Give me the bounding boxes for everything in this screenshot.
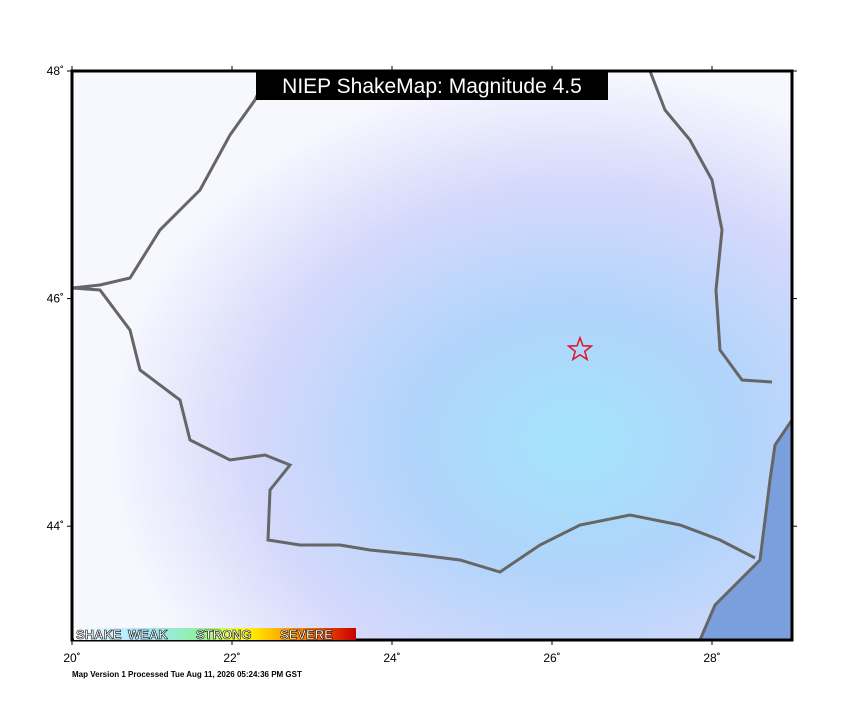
y-tick-label: 44˚ <box>47 519 64 533</box>
axes: 20˚ 22˚ 24˚ 26˚ 28˚ 44˚ 46˚ 48˚ <box>47 64 797 665</box>
y-tick-label: 46˚ <box>47 292 64 306</box>
x-tick-label: 28˚ <box>703 651 720 665</box>
map-title: NIEP ShakeMap: Magnitude 4.5 <box>282 75 582 98</box>
epicenter <box>566 335 594 362</box>
legend-label: SEVERE <box>280 627 333 642</box>
footer: Map Version 1 Processed Tue Aug 11, 2026… <box>72 670 302 679</box>
intensity-scale <box>74 628 356 640</box>
y-tick-label: 48˚ <box>47 64 64 78</box>
map-area <box>72 71 792 640</box>
borders <box>72 71 792 640</box>
x-tick-label: 26˚ <box>543 651 560 665</box>
legend: SHAKE WEAK STRONG SEVERE <box>76 627 334 643</box>
x-tick-label: 20˚ <box>63 651 80 665</box>
legend-label: STRONG <box>196 627 252 642</box>
legend-label: WEAK <box>128 627 168 642</box>
map-frame <box>70 69 794 642</box>
x-tick-label: 24˚ <box>383 651 400 665</box>
legend-label: SHAKE <box>76 627 122 642</box>
title-box <box>256 72 608 100</box>
sea <box>700 420 792 640</box>
x-tick-label: 22˚ <box>223 651 240 665</box>
intensity-field <box>72 71 792 640</box>
